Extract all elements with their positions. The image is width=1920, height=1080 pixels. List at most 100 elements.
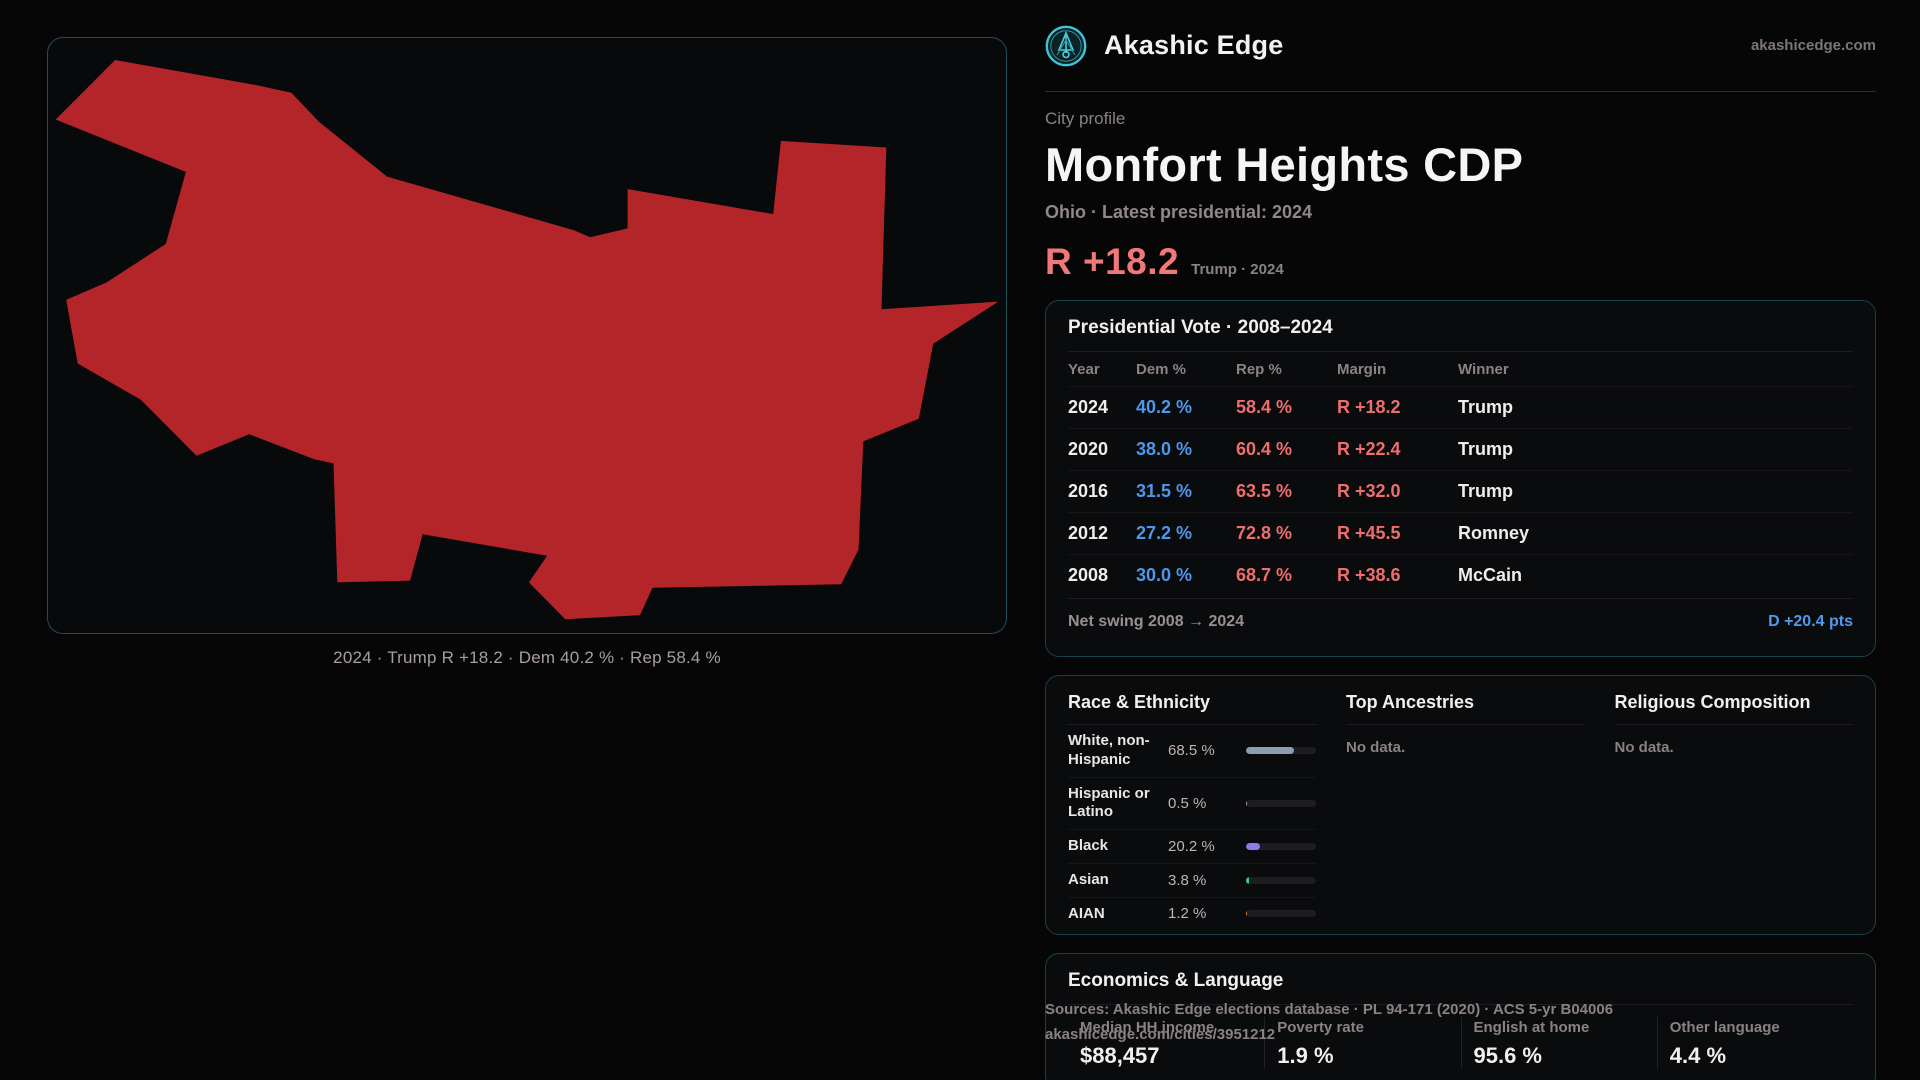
table-row: 2016 31.5 % 63.5 % R +32.0 Trump	[1068, 470, 1853, 512]
map-caption: 2024 · Trump R +18.2 · Dem 40.2 % · Rep …	[333, 648, 721, 667]
net-swing-value: D +20.4 pts	[1768, 612, 1853, 630]
col-rep: Rep %	[1236, 360, 1282, 378]
winner-cell: Romney	[1458, 523, 1530, 543]
stat-label: Other language	[1669, 1019, 1780, 1036]
city-boundary-map	[47, 37, 1007, 634]
margin-cell: R +38.6	[1337, 565, 1401, 585]
stat-value: $88,457	[1080, 1043, 1160, 1068]
divider	[1614, 724, 1853, 725]
rep-cell: 68.7 %	[1236, 565, 1293, 585]
vote-card-title: Presidential Vote · 2008–2024	[1068, 317, 1333, 338]
dem-cell: 40.2 %	[1136, 397, 1193, 417]
margin-cell: R +18.2	[1337, 397, 1401, 417]
divider	[1068, 351, 1853, 352]
race-bar	[1246, 842, 1316, 850]
stat-label: English at home	[1473, 1019, 1590, 1036]
dem-cell: 31.5 %	[1136, 481, 1193, 501]
ancestries-empty-state: No data.	[1346, 739, 1406, 756]
site-header: Akashic Edge akashicedge.com	[1045, 0, 1876, 92]
margin-cell: R +45.5	[1337, 523, 1401, 543]
rep-cell: 63.5 %	[1236, 481, 1293, 501]
race-row: Asian 3.8 %	[1068, 864, 1316, 898]
race-row: White, non-Hispanic 68.5 %	[1068, 725, 1316, 778]
year-cell: 2008	[1068, 565, 1109, 585]
economics-card-title: Economics & Language	[1068, 970, 1284, 991]
race-ethnicity-section: Race & Ethnicity White, non-Hispanic 68.…	[1068, 692, 1316, 930]
page-kicker: City profile	[1045, 109, 1126, 128]
race-value: 20.2 %	[1168, 837, 1215, 855]
rep-cell: 58.4 %	[1236, 397, 1293, 417]
year-cell: 2012	[1068, 523, 1109, 543]
table-row: 2024 40.2 % 58.4 % R +18.2 Trump	[1068, 386, 1853, 428]
economics-stats-row: Median HH income $88,457 Poverty rate 1.…	[1068, 1017, 1853, 1069]
stat-other-language: Other language 4.4 %	[1656, 1017, 1853, 1069]
margin-cell: R +32.0	[1337, 481, 1401, 501]
year-cell: 2020	[1068, 439, 1109, 459]
stat-value: 1.9 %	[1277, 1043, 1334, 1068]
race-label: Black	[1068, 837, 1109, 854]
race-bar	[1246, 910, 1316, 918]
race-bar-fill	[1246, 747, 1294, 755]
race-section-title: Race & Ethnicity	[1068, 692, 1211, 712]
religious-composition-section: Religious Composition No data.	[1614, 692, 1853, 930]
winner-cell: Trump	[1458, 481, 1514, 501]
stat-english-at-home: English at home 95.6 %	[1460, 1017, 1657, 1069]
sources-footer: Sources: Akashic Edge elections database…	[1045, 1002, 1613, 1042]
race-label: AIAN	[1068, 904, 1105, 922]
race-bar	[1246, 799, 1316, 807]
race-bar-fill	[1246, 910, 1247, 918]
race-label: Hispanic or Latino	[1068, 784, 1150, 821]
race-value: 1.2 %	[1168, 905, 1207, 923]
economics-language-card: Economics & Language Median HH income $8…	[1045, 953, 1876, 1080]
stat-value: 95.6 %	[1473, 1043, 1543, 1068]
year-cell: 2024	[1068, 397, 1109, 417]
dem-cell: 38.0 %	[1136, 439, 1193, 459]
stat-value: 4.4 %	[1669, 1043, 1727, 1068]
brand-name: Akashic Edge	[1104, 30, 1284, 60]
profile-url-link[interactable]: akashicedge.com/cities/3951212	[1045, 1026, 1276, 1043]
race-value: 68.5 %	[1168, 742, 1215, 760]
race-bar	[1246, 876, 1316, 884]
col-dem: Dem %	[1136, 360, 1187, 378]
margin-cell: R +22.4	[1337, 439, 1401, 459]
table-row: 2020 38.0 % 60.4 % R +22.4 Trump	[1068, 428, 1853, 470]
map-canvas	[55, 60, 999, 620]
akashic-logo-icon	[1045, 25, 1087, 66]
race-label: White, non-Hispanic	[1068, 732, 1150, 768]
winner-cell: Trump	[1458, 439, 1514, 459]
race-row: Hispanic or Latino 0.5 %	[1068, 778, 1316, 830]
city-boundary-polygon	[55, 60, 999, 620]
rep-cell: 72.8 %	[1236, 523, 1293, 543]
net-swing-row: Net swing 2008 → 2024 D +20.4 pts	[1068, 598, 1853, 644]
col-winner: Winner	[1458, 360, 1509, 378]
net-swing-label: Net swing 2008 → 2024	[1068, 612, 1245, 630]
winner-cell: McCain	[1458, 565, 1523, 585]
stat-poverty-rate: Poverty rate 1.9 %	[1264, 1017, 1460, 1069]
religion-empty-state: No data.	[1614, 739, 1674, 756]
col-margin: Margin	[1337, 360, 1387, 378]
race-value: 3.8 %	[1168, 871, 1207, 889]
sources-line: Sources: Akashic Edge elections database…	[1045, 1001, 1614, 1018]
rep-cell: 60.4 %	[1236, 439, 1293, 459]
headline-margin-row: R +18.2 Trump · 2024	[1045, 241, 1876, 283]
race-row: Black 20.2 %	[1068, 830, 1316, 864]
page-title: Monfort Heights CDP	[1045, 138, 1524, 191]
religion-section-title: Religious Composition	[1614, 692, 1811, 712]
year-cell: 2016	[1068, 481, 1109, 501]
race-bar	[1246, 747, 1316, 755]
col-year: Year	[1068, 360, 1100, 378]
stat-label: Poverty rate	[1277, 1019, 1364, 1036]
ancestries-section-title: Top Ancestries	[1346, 692, 1475, 712]
race-row: AIAN 1.2 %	[1068, 898, 1316, 931]
headline-margin-context: Trump · 2024	[1191, 261, 1284, 278]
table-row: 2012 27.2 % 72.8 % R +45.5 Romney	[1068, 512, 1853, 554]
vote-table-header: Year Dem % Rep % Margin Winner	[1068, 352, 1853, 386]
divider	[1068, 724, 1316, 725]
stat-label: Median HH income	[1080, 1019, 1215, 1036]
divider	[1346, 724, 1585, 725]
race-label: Asian	[1068, 870, 1109, 888]
site-domain-link[interactable]: akashicedge.com	[1750, 37, 1876, 54]
race-bar-fill	[1246, 876, 1249, 884]
winner-cell: Trump	[1458, 397, 1514, 417]
